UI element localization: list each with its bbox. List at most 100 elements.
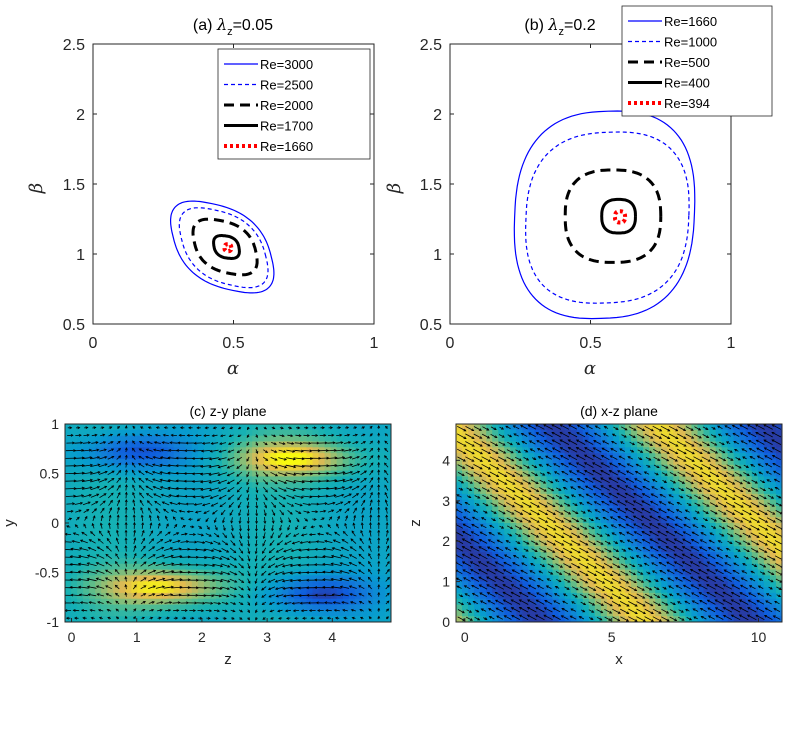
panel-c-arrowhead — [63, 548, 65, 550]
panel-d-cell — [619, 488, 626, 495]
panel-c-arrow — [385, 561, 390, 567]
panel-c-cell — [137, 598, 145, 606]
panel-c-arrow — [211, 442, 219, 445]
panel-d-cell — [498, 563, 505, 571]
panel-d-cell — [552, 546, 560, 553]
panel-c-arrow — [80, 539, 88, 544]
panel-d-cell — [588, 587, 596, 594]
panel-d-cell — [625, 429, 632, 437]
panel-c-cell — [324, 458, 332, 466]
panel-c-cell — [366, 534, 374, 542]
panel-c-cell — [276, 476, 283, 483]
panel-d-cell — [564, 540, 572, 547]
panel-c-cell — [131, 523, 139, 530]
panel-c-cell — [71, 616, 78, 622]
panel-c-arrowhead — [322, 562, 326, 566]
panel-c-cell — [378, 552, 386, 559]
panel-c-cell — [209, 552, 217, 559]
panel-c-cell — [246, 470, 253, 478]
panel-d-cell — [606, 523, 614, 530]
panel-c-arrow — [156, 539, 163, 544]
panel-d-cell — [480, 441, 487, 448]
panel-c-cell — [372, 610, 380, 617]
panel-c-cell — [336, 534, 344, 542]
panel-c-arrow — [369, 537, 372, 545]
panel-c-arrowhead — [114, 561, 118, 565]
panel-c-arrow — [138, 485, 145, 491]
panel-d-cell — [552, 569, 560, 577]
panel-d-cell — [468, 604, 475, 611]
panel-c-cell — [330, 511, 338, 518]
panel-c-cell — [384, 458, 391, 466]
panel-d-cell — [468, 540, 475, 547]
panel-c-cell — [228, 505, 235, 512]
panel-c-cell — [203, 441, 211, 448]
panel-d-cell — [546, 453, 554, 460]
panel-c-cell — [276, 563, 283, 571]
panel-c-cell — [125, 447, 133, 454]
panel-c-cell — [143, 540, 151, 547]
panel-c-cell — [318, 476, 326, 483]
panel-d-cell — [552, 528, 560, 536]
panel-c-cell — [348, 534, 356, 542]
panel-c-cell — [372, 493, 380, 501]
panel-c-arrowhead — [281, 579, 286, 583]
panel-c-cell — [306, 552, 314, 559]
panel-c-arrow — [132, 584, 137, 590]
panel-c-cell — [179, 587, 187, 594]
panel-c-cell — [179, 604, 187, 611]
panel-c-arrow — [292, 602, 300, 604]
panel-d-cell — [594, 569, 602, 577]
panel-c-arrowhead — [151, 470, 156, 474]
panel-c-cell — [336, 546, 344, 553]
panel-c-cell — [197, 540, 205, 547]
panel-c-arrow — [261, 555, 267, 561]
panel-d-cell — [576, 563, 584, 571]
panel-c-cell — [330, 476, 338, 483]
panel-c-arrow — [138, 477, 145, 483]
panel-d-cell — [486, 546, 493, 553]
panel-c-arrowhead — [297, 586, 301, 590]
panel-c-arrowhead — [107, 530, 111, 534]
panel-d-cell — [462, 604, 469, 611]
panel-c-arrow — [116, 455, 121, 460]
panel-c-arrow — [351, 456, 360, 460]
panel-d-cell — [456, 592, 463, 600]
panel-c-arrowhead — [131, 455, 135, 459]
panel-c-arrow — [160, 486, 171, 490]
panel-c-cell — [348, 575, 356, 582]
panel-c-arrow — [221, 540, 228, 546]
panel-c-cell — [203, 616, 211, 622]
panel-c-cell — [228, 569, 235, 577]
panel-c-cell — [336, 511, 344, 518]
panel-c-arrowhead — [114, 584, 118, 588]
panel-d-cell — [576, 523, 584, 530]
panel-c-cell — [197, 458, 205, 466]
panel-c-cell — [318, 604, 326, 611]
panel-c-arrow — [358, 585, 365, 590]
panel-d-cell — [516, 424, 524, 431]
panel-c-arrowhead — [341, 493, 345, 497]
panel-d-cell — [522, 493, 530, 501]
panel-c-arrow — [228, 442, 234, 445]
panel-c-cell — [83, 511, 90, 518]
panel-d-cell — [480, 598, 487, 606]
panel-c-arrowhead — [105, 545, 109, 549]
panel-c-cell — [330, 429, 338, 437]
panel-c-arrowhead — [377, 454, 381, 458]
panel-c-arrowhead — [117, 426, 121, 429]
panel-c-arrow — [335, 501, 343, 506]
panel-c-arrow — [228, 494, 235, 500]
panel-c-cell — [270, 569, 277, 577]
panel-c-cell — [137, 604, 145, 611]
panel-c-cell — [107, 511, 114, 518]
panel-c-cell — [306, 592, 314, 600]
panel-c-arrowhead — [294, 616, 298, 620]
panel-c-cell — [312, 523, 320, 530]
panel-c-cell — [366, 575, 374, 582]
panel-c-arrow — [78, 578, 89, 581]
panel-c-cell — [252, 424, 259, 431]
panel-d-cell — [558, 458, 566, 466]
panel-c-arrow — [351, 478, 360, 483]
